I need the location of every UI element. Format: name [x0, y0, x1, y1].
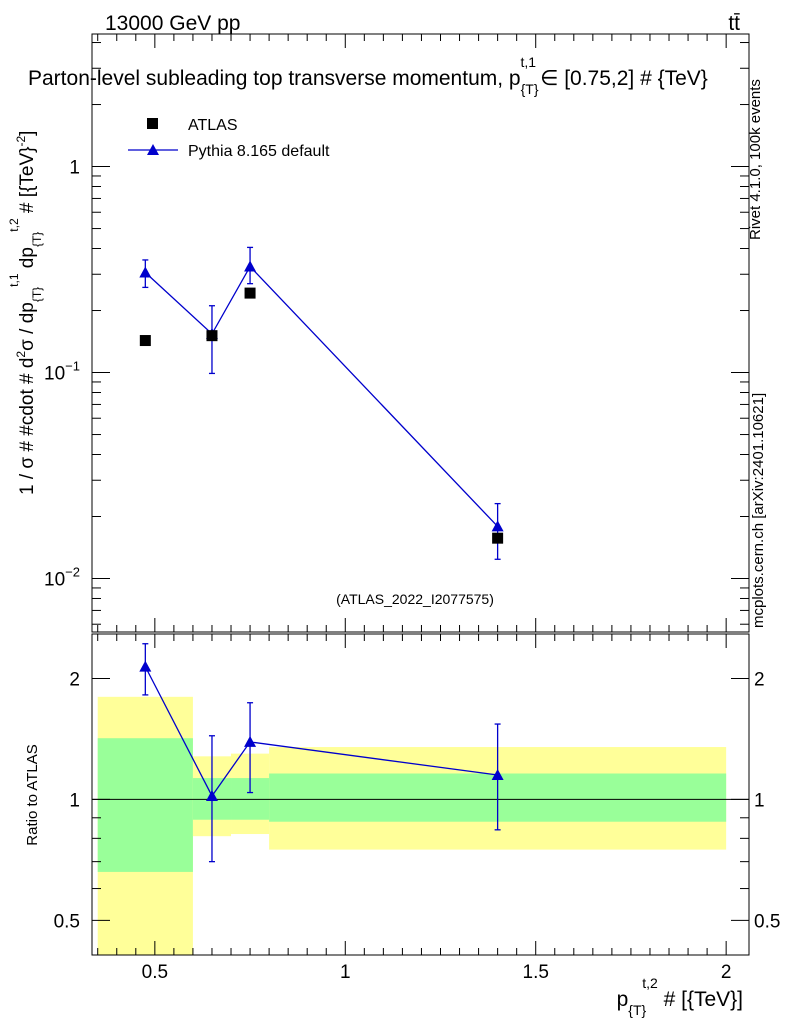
pythia-point-0	[139, 266, 152, 278]
mcplots-label: mcplots.cern.ch [arXiv:2401.10621]	[750, 393, 767, 628]
energy-label: 13000 GeV pp	[105, 12, 240, 35]
legend-pythia-marker	[147, 144, 159, 155]
title-subscript: {T}	[521, 81, 539, 97]
legend-atlas-label: ATLAS	[188, 117, 238, 134]
atlas-point-1	[206, 330, 218, 342]
xlabel-subscript: {T}	[628, 1002, 646, 1018]
ratio-panel-data	[139, 643, 504, 863]
xlabel-tail: # [{TeV}]	[658, 988, 743, 1011]
main-panel-frame	[91, 33, 750, 633]
ratio-pythia-point-1	[205, 789, 218, 801]
process-label: tt̄	[728, 12, 740, 35]
x-tick-label-0: 0.5	[142, 962, 168, 983]
ratio-uncertainty-bands	[97, 696, 727, 955]
main-y-tick-exponent: −2	[65, 565, 80, 580]
x-tick-label-1: 1	[340, 962, 351, 983]
ratio-y-tick-label-right-1: 1	[754, 790, 765, 811]
atlas-point-0	[139, 335, 151, 347]
ylabel-sub1: {T}	[30, 287, 44, 302]
ylabel-unit: # [{TeV}	[17, 147, 38, 219]
pythia-point-2	[244, 260, 257, 272]
ratio-band-inner-0	[97, 738, 193, 872]
legend-atlas-marker	[147, 118, 158, 129]
analysis-watermark: (ATLAS_2022_I2077575)	[336, 591, 494, 607]
ylabel-sup2: t,2	[7, 218, 21, 232]
legend: ATLAS Pythia 8.165 default	[128, 117, 330, 160]
plot-title: Parton-level subleading top transverse m…	[28, 54, 708, 97]
ratio-y-tick-label-left-0: 0.5	[54, 911, 80, 932]
rivet-version-label: Rivet 4.1.0, 100k events	[747, 79, 764, 240]
x-tick-label-2: 1.5	[523, 962, 549, 983]
main-y-tick-label-0: 1	[69, 158, 80, 179]
ratio-y-tick-label-left-1: 1	[69, 790, 80, 811]
xlabel-superscript: t,2	[642, 975, 658, 991]
title-tail: ∈ [0.75,2] # {TeV}	[540, 67, 708, 90]
ylabel-dp: dp	[17, 247, 38, 273]
ratio-pythia-point-0	[139, 660, 152, 672]
ylabel-mid: σ / dp	[17, 302, 38, 351]
ylabel-close: ]	[17, 131, 38, 136]
x-axis-label: p{T} t,2 # [{TeV}]	[617, 975, 743, 1018]
ratio-y-tick-label-right-0: 0.5	[754, 911, 780, 932]
ylabel-unit-sup: -2	[14, 136, 28, 147]
title-superscript: t,1	[521, 54, 537, 70]
main-y-tick-base: 10	[44, 364, 65, 385]
ratio-y-tick-label-left-2: 2	[69, 669, 80, 690]
pythia-line	[144, 265, 499, 527]
main-y-tick-base: 10	[44, 570, 65, 591]
ratio-pythia-point-2	[244, 735, 257, 747]
ratio-y-axis-label: Ratio to ATLAS	[24, 744, 41, 845]
main-panel-data	[139, 246, 504, 560]
ratio-y-tick-label-right-2: 2	[754, 669, 765, 690]
pythia-point-3	[491, 520, 504, 532]
x-tick-label-3: 2	[721, 962, 732, 983]
ylabel-main: 1 / σ # #cdot # d	[17, 358, 38, 495]
ratio-pythia-point-3	[491, 769, 504, 781]
atlas-point-2	[244, 287, 256, 299]
xlabel-main: p	[617, 988, 629, 1011]
main-y-tick-label-1: 10−1	[44, 359, 80, 385]
ratio-panel-axes: 0.5 1 1.5 2 0.5 0.5 1 1 2 2	[54, 633, 780, 983]
ylabel-sup1: t,1	[7, 273, 21, 287]
main-panel-axes: 110−110−2	[44, 33, 750, 633]
atlas-point-3	[492, 532, 504, 544]
title-main: Parton-level subleading top transverse m…	[28, 67, 521, 90]
legend-pythia-label: Pythia 8.165 default	[188, 143, 330, 160]
ylabel-sub2: {T}	[30, 232, 44, 247]
ratio-pythia-line	[144, 666, 498, 798]
ylabel-power: 2	[14, 351, 28, 358]
ratio-panel-frame	[91, 633, 750, 956]
main-y-axis-label: 1 / σ # #cdot # d2σ / dp{T}t,1 dp{T}t,2 …	[7, 131, 44, 495]
main-y-tick-exponent: −1	[65, 359, 80, 374]
main-y-tick-label-2: 10−2	[44, 565, 80, 591]
